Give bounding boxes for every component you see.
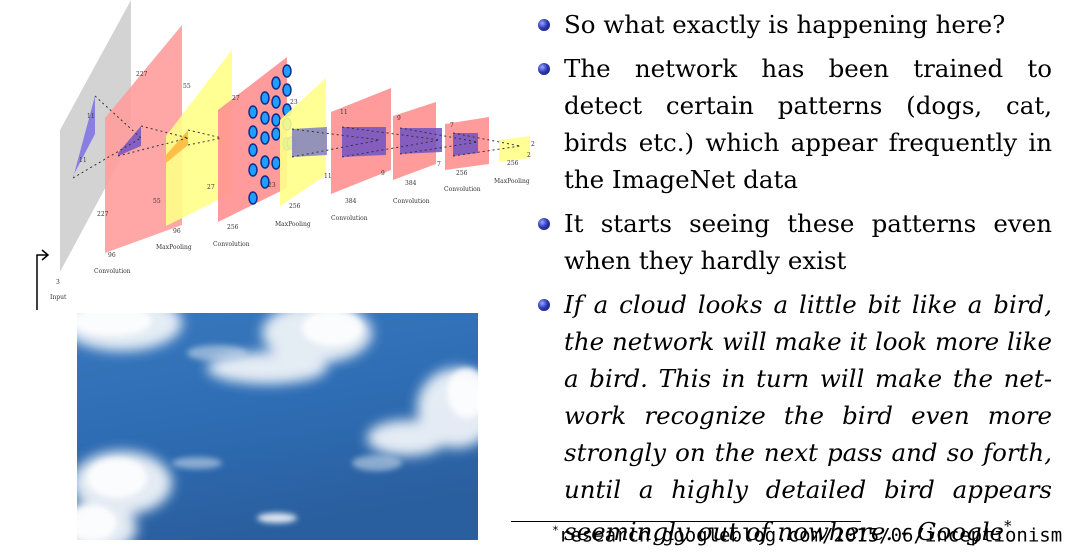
pool2-name-label: MaxPooling xyxy=(275,221,311,228)
conv2-depth-label: 256 xyxy=(227,224,239,231)
bullet-text: The network has been trained to detect c… xyxy=(564,54,1052,194)
conv2-name-label: Convolution xyxy=(213,241,250,248)
conv1-kernel xyxy=(118,126,141,156)
conv4-side-label: 9 xyxy=(381,170,385,177)
conv5-depth-label: 256 xyxy=(456,170,468,177)
cnn-architecture-diagram: 3 Input 11 11 227 227 96 Convolution 55 … xyxy=(36,0,535,310)
footnote-mark: * xyxy=(552,523,559,537)
conv1-side-label: 227 xyxy=(97,211,109,218)
conv2-layer xyxy=(218,57,287,222)
bullet-item: The network has been trained to detect c… xyxy=(532,50,1052,198)
conv1-name-label: Convolution xyxy=(94,268,131,275)
pool2-depth-label: 256 xyxy=(289,203,301,210)
pool2-top-label: 23 xyxy=(290,99,298,106)
bullet-icon xyxy=(538,63,550,75)
bullet-list: So what exactly is happening here? The n… xyxy=(532,6,1052,557)
footnote-rule xyxy=(511,521,861,522)
conv2-side-label: 27 xyxy=(207,184,215,191)
conv1-layer xyxy=(105,25,182,253)
pool1-kernel xyxy=(166,130,188,163)
pool2-side-label: 23 xyxy=(268,182,276,189)
conv4-depth-label: 384 xyxy=(405,180,417,187)
projection-lines xyxy=(72,95,521,179)
conv3-depth-label: 384 xyxy=(345,198,357,205)
conv4-top-label: 9 xyxy=(397,115,401,122)
input-depth-label: 3 xyxy=(56,279,60,286)
conv1-kernel-label-2: 11 xyxy=(79,157,87,164)
cloud-photo xyxy=(77,313,478,540)
bullet-text: It starts seeing these patterns even whe… xyxy=(564,209,1052,275)
conv5-side-label: 7 xyxy=(437,161,441,168)
input-layer xyxy=(60,0,131,272)
pool3-top-label: 2 xyxy=(531,141,535,148)
conv4-kernel xyxy=(400,128,442,154)
conv3-name-label: Convolution xyxy=(331,215,368,222)
pool3-name-label: MaxPooling xyxy=(494,178,530,185)
footnote: *research.googleblog.com/2015/06/incepti… xyxy=(552,523,1062,546)
pool2-kernel xyxy=(292,127,327,157)
bullet-icon xyxy=(538,19,550,31)
input-kernel xyxy=(73,96,95,178)
conv1-depth-label: 96 xyxy=(108,252,116,259)
pool3-side-label: 2 xyxy=(527,152,531,159)
conv2-top-label: 27 xyxy=(232,95,240,102)
pool1-layer xyxy=(166,50,232,226)
bullet-item: If a cloud looks a little bit like a bir… xyxy=(532,286,1052,550)
input-name-label: Input xyxy=(50,294,67,301)
conv3-top-label: 11 xyxy=(340,109,348,116)
cloud-image xyxy=(77,313,478,540)
conv3-kernel xyxy=(342,127,386,157)
conv1-top-label: 227 xyxy=(136,71,148,78)
bullet-item: It starts seeing these patterns even whe… xyxy=(532,205,1052,279)
pool3-layer xyxy=(499,136,530,162)
pool3-depth-label: 256 xyxy=(507,160,519,167)
bullet-text: If a cloud looks a little bit like a bir… xyxy=(564,290,1052,547)
conv4-name-label: Convolution xyxy=(393,198,430,205)
pool1-top-label: 55 xyxy=(183,83,191,90)
bullet-item: So what exactly is happening here? xyxy=(532,6,1052,43)
pool1-depth-label: 96 xyxy=(173,228,181,235)
conv1-kernel-label: 11 xyxy=(87,113,95,120)
bullet-icon xyxy=(538,299,550,311)
conv5-name-label: Convolution xyxy=(444,186,481,193)
bullet-icon xyxy=(538,218,550,230)
pool1-side-label: 55 xyxy=(153,198,161,205)
conv5-top-label: 7 xyxy=(450,122,454,129)
feedback-arrow xyxy=(36,249,50,310)
bullet-text: So what exactly is happening here? xyxy=(564,10,1006,39)
pool1-name-label: MaxPooling xyxy=(156,244,192,251)
footnote-link[interactable]: research.googleblog.com/2015/06/inceptio… xyxy=(558,524,1063,547)
conv3-side-label: 11 xyxy=(324,173,332,180)
footnote-marker: * xyxy=(1004,518,1012,535)
